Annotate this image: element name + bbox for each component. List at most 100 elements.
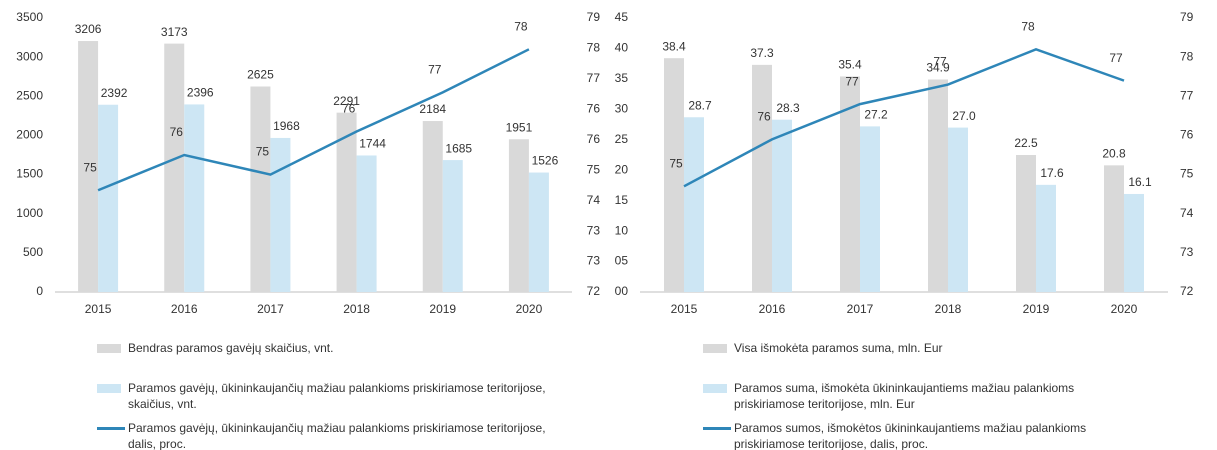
y2-tick-label: 77 [1180, 88, 1194, 102]
y-tick-label-overlay: 76 [587, 102, 601, 116]
bar [860, 126, 880, 292]
bar [184, 104, 205, 292]
bar [1104, 165, 1124, 292]
bar [752, 64, 772, 292]
bar [772, 119, 792, 292]
x-tick-label: 2015 [85, 302, 112, 316]
y-tick-label: 3000 [16, 49, 43, 63]
y-tick-label: 35 [615, 71, 629, 85]
bar-value-label: 38.4 [662, 39, 686, 53]
bar-value-label: 17.6 [1040, 166, 1064, 180]
y2-tick-label: 75 [1180, 167, 1194, 181]
line-value-label: 78 [1021, 19, 1035, 33]
bar [664, 58, 684, 292]
y-tick-label-overlay: 73 [587, 254, 601, 268]
bar-value-label: 2396 [187, 86, 214, 100]
x-tick-label: 2017 [257, 302, 284, 316]
bar-value-label: 1951 [506, 120, 533, 134]
bar-value-label: 1685 [445, 141, 472, 155]
legend-label: Paramos suma, išmokėta ūkininkaujantiems… [734, 381, 1075, 411]
legend-swatch [97, 344, 121, 353]
bar-value-label: 2291 [333, 94, 360, 108]
line-value-label: 76 [170, 125, 184, 139]
bar [1016, 155, 1036, 292]
y-tick-label: 00 [615, 284, 629, 298]
y-tick-label-overlay: 77 [587, 71, 601, 85]
legend-label: Paramos gavėjų, ūkininkaujančių mažiau p… [128, 381, 546, 411]
line [683, 47, 1125, 188]
bar [270, 137, 291, 292]
bar [928, 79, 948, 293]
y-tick-label: 2500 [16, 88, 43, 102]
bar-value-label: 34.9 [926, 61, 950, 75]
x-tick-label: 2015 [671, 302, 698, 316]
y-tick-label: 10 [615, 223, 629, 237]
legend-swatch [703, 344, 727, 353]
legend-label: Paramos sumos, išmokėtos ūkininkaujantie… [734, 421, 1087, 450]
bar-value-label: 37.3 [750, 46, 774, 60]
y-tick-label: 500 [23, 245, 43, 259]
bar [528, 172, 549, 292]
bar [442, 160, 463, 292]
y2-tick-label: 78 [1180, 49, 1194, 63]
bar-value-label: 2392 [101, 86, 128, 100]
bar [422, 121, 443, 292]
line-value-label: 76 [342, 102, 356, 116]
x-tick-label: 2020 [516, 302, 543, 316]
bar-value-label: 35.4 [838, 58, 862, 72]
bar-value-label: 3206 [75, 22, 102, 36]
bar [78, 41, 99, 293]
line-value-label: 77 [1109, 51, 1123, 65]
bar [356, 155, 377, 292]
y-tick-label: 45 [615, 10, 629, 24]
bar [684, 117, 704, 292]
line-value-label: 76 [757, 110, 771, 124]
bar-value-label: 2625 [247, 68, 274, 82]
legend-swatch [703, 427, 731, 430]
bar [508, 139, 529, 292]
legend-swatch [97, 384, 121, 393]
bar-value-label: 1744 [359, 137, 386, 151]
y-tick-label: 1000 [16, 206, 43, 220]
y2-tick-label: 73 [1180, 245, 1194, 259]
y-tick-label-overlay: 72 [587, 284, 601, 298]
y2-tick-label: 74 [1180, 206, 1194, 220]
x-tick-label: 2020 [1111, 302, 1138, 316]
bar [98, 104, 119, 292]
legend-swatch [97, 427, 125, 430]
y-tick-label: 20 [615, 162, 629, 176]
bar-value-label: 1526 [532, 154, 559, 168]
y2-tick-label: 72 [1180, 284, 1194, 298]
y-tick-label: 30 [615, 102, 629, 116]
bar [164, 43, 185, 293]
y-tick-label: 40 [615, 41, 629, 55]
bar-value-label: 1968 [273, 119, 300, 133]
bar [250, 86, 271, 292]
bar-value-label: 22.5 [1014, 136, 1038, 150]
y-tick-label-overlay: 78 [587, 41, 601, 55]
y-tick-label-overlay: 73 [587, 223, 601, 237]
bar [1124, 193, 1144, 292]
line [97, 48, 530, 192]
x-tick-label: 2019 [429, 302, 456, 316]
line-value-label: 78 [514, 19, 528, 33]
bar-value-label: 20.8 [1102, 147, 1126, 161]
y2-tick-label: 79 [1180, 10, 1194, 24]
line-value-label: 77 [428, 63, 442, 77]
y-tick-label-overlay: 76 [587, 132, 601, 146]
y-tick-label-overlay: 75 [587, 162, 601, 176]
line-value-label: 77 [845, 74, 859, 88]
line-value-label: 75 [669, 156, 683, 170]
x-tick-label: 2016 [171, 302, 198, 316]
x-tick-label: 2018 [343, 302, 370, 316]
line-value-label: 75 [83, 160, 97, 174]
legend-label: Paramos gavėjų, ūkininkaujančių mažiau p… [128, 421, 546, 450]
bar-value-label: 2184 [419, 102, 446, 116]
bar [840, 76, 860, 292]
y2-tick-label: 76 [1180, 128, 1194, 142]
bar [948, 127, 968, 292]
legend-label: Bendras paramos gavėjų skaičius, vnt. [128, 341, 334, 355]
y-tick-label: 3500 [16, 10, 43, 24]
